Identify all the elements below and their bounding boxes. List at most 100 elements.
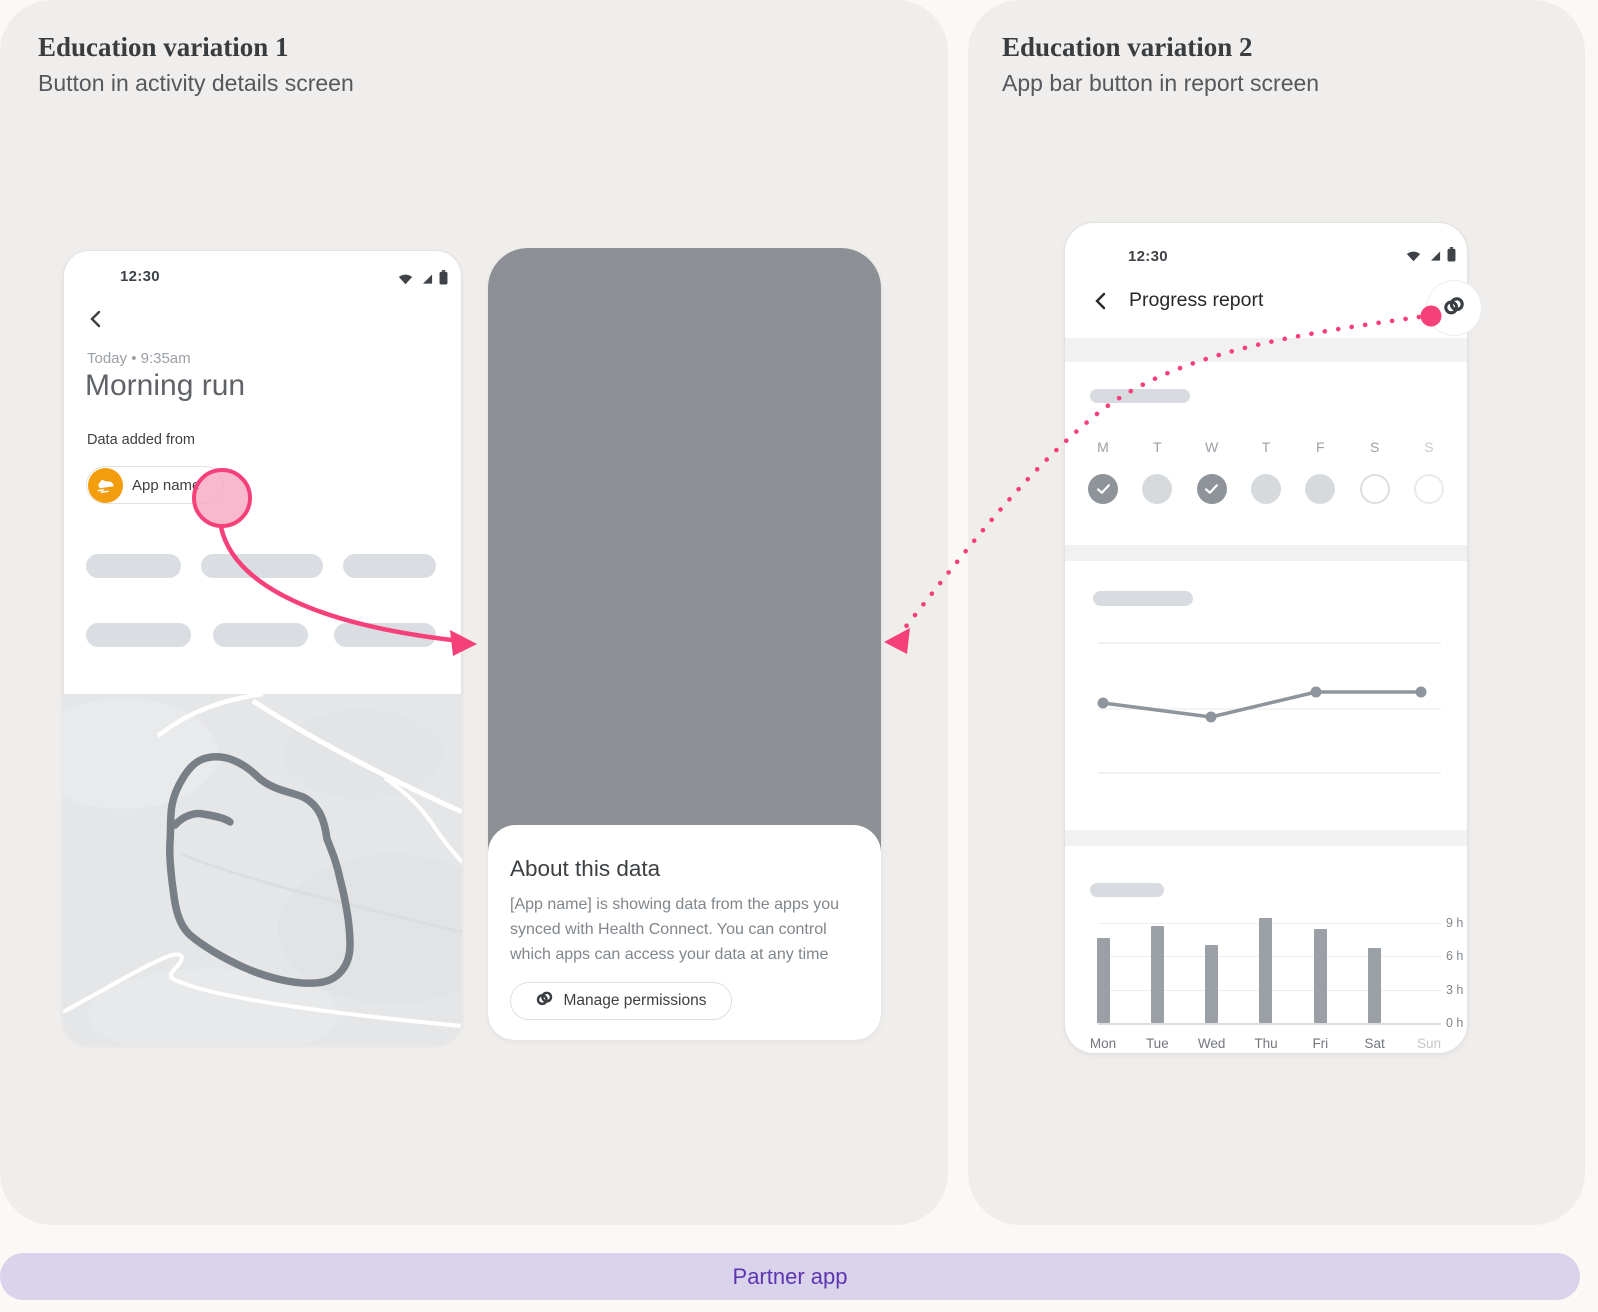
placeholder-heading <box>1093 591 1193 606</box>
data-added-label: Data added from <box>87 432 196 448</box>
day-letter: T <box>1153 439 1162 455</box>
running-shoe-icon <box>88 467 123 503</box>
panel-1-title: Education variation 1 <box>38 32 289 62</box>
app-bar-title: Progress report <box>1129 289 1264 311</box>
week-circles-row <box>1083 474 1449 504</box>
day-status-filled <box>1142 474 1173 504</box>
status-icons <box>1405 247 1456 267</box>
battery-icon <box>439 270 448 290</box>
wifi-icon <box>397 271 414 290</box>
partner-app-label: Partner app <box>732 1263 848 1289</box>
back-chevron-icon <box>1091 292 1111 315</box>
placeholder-heading <box>1090 389 1190 403</box>
map-road <box>156 694 264 738</box>
day-labels-row: Mon Tue Wed Thu Fri Sat Sun <box>1083 1036 1449 1051</box>
back-button[interactable] <box>86 309 106 334</box>
placeholder-stat <box>86 554 181 578</box>
y-tick-label: 6 h <box>1446 949 1464 963</box>
status-time: 12:30 <box>1128 248 1168 265</box>
panel-2-title: Education variation 2 <box>1002 32 1253 62</box>
line-chart-dots <box>1097 686 1427 723</box>
phone-about-sheet: About this data [App name] is showing da… <box>488 248 881 1040</box>
placeholder-heading <box>1090 883 1164 897</box>
status-time: 12:30 <box>120 268 160 285</box>
placeholder-stat <box>343 554 436 578</box>
hours-bar-chart <box>1083 913 1449 1023</box>
line-chart-line <box>1101 690 1423 719</box>
panel-education-2: Education variation 2 App bar button in … <box>968 0 1585 1225</box>
bar-thu <box>1259 917 1273 1023</box>
bar-mon <box>1096 937 1110 1023</box>
panel-2-subtitle: App bar button in report screen <box>1002 70 1320 96</box>
health-connect-app-bar-button[interactable] <box>1426 280 1482 336</box>
day-letter: W <box>1205 439 1219 455</box>
day-label: Mon <box>1089 1036 1117 1051</box>
axis-0h <box>1098 1023 1441 1025</box>
activity-date: Today • 9:35am <box>87 350 191 367</box>
app-source-chip[interactable]: App name <box>86 466 224 504</box>
day-label: Wed <box>1197 1036 1226 1051</box>
day-label: Sat <box>1364 1036 1385 1051</box>
day-letter: S <box>1424 439 1434 455</box>
day-status-future <box>1359 474 1390 504</box>
trend-line-chart <box>1097 642 1441 774</box>
back-button[interactable] <box>1091 291 1111 316</box>
phone-progress-report: 12:30 Progress report <box>1064 222 1482 1054</box>
cellular-icon <box>419 271 434 290</box>
gps-route-hook <box>171 809 234 829</box>
day-status-checked <box>1088 474 1118 504</box>
bar-fri <box>1313 928 1327 1023</box>
sheet-title: About this data <box>510 856 661 881</box>
day-letter: S <box>1369 439 1380 455</box>
status-icons <box>397 270 448 290</box>
map-road <box>251 698 462 815</box>
y-tick-label: 9 h <box>1446 916 1464 930</box>
panel-1-subtitle: Button in activity details screen <box>38 70 354 96</box>
sheet-body: [App name] is showing data from the apps… <box>510 896 840 963</box>
about-data-sheet: About this data [App name] is showing da… <box>488 825 881 1040</box>
cellular-icon <box>1427 248 1442 267</box>
app-chip-label: App name <box>132 476 201 494</box>
bar-tue <box>1150 926 1164 1023</box>
checkmark-icon <box>1205 484 1219 494</box>
gps-route-path <box>166 752 354 987</box>
placeholder-stat <box>334 623 436 647</box>
day-letter: M <box>1097 439 1109 455</box>
bar-sat <box>1368 947 1382 1023</box>
day-status-filled <box>1250 474 1281 504</box>
map-road <box>383 776 462 864</box>
day-status-future <box>1413 474 1444 504</box>
manage-permissions-button[interactable]: Manage permissions <box>510 982 732 1020</box>
panel-education-1: Education variation 1 Button in activity… <box>0 0 948 1225</box>
section-divider <box>1065 545 1467 561</box>
health-connect-icon <box>535 989 554 1013</box>
placeholder-stat <box>213 623 308 647</box>
health-connect-icon <box>1442 294 1466 323</box>
day-label: Tue <box>1145 1036 1169 1051</box>
day-letter: F <box>1316 439 1325 455</box>
placeholder-stat <box>201 554 323 578</box>
activity-title: Morning run <box>85 369 246 402</box>
panel-1-heading: Education variation 1 Button in activity… <box>38 32 354 97</box>
back-chevron-icon <box>86 310 106 333</box>
day-label: Fri <box>1312 1036 1329 1051</box>
day-label: Sun <box>1416 1036 1441 1051</box>
section-divider <box>1065 830 1467 846</box>
day-status-filled <box>1305 474 1336 504</box>
week-letters-row: M T W T F S S <box>1083 439 1449 455</box>
day-label: Thu <box>1254 1036 1278 1051</box>
map-trail <box>180 852 462 934</box>
day-letter: T <box>1261 439 1271 455</box>
route-map <box>63 694 462 1044</box>
y-tick-label: 3 h <box>1446 983 1464 997</box>
partner-app-bar: Partner app <box>0 1253 1580 1300</box>
placeholder-stat <box>86 623 191 647</box>
wifi-icon <box>1405 248 1422 267</box>
manage-permissions-label: Manage permissions <box>563 992 707 1009</box>
section-divider <box>1065 338 1467 362</box>
map-road <box>63 952 462 1028</box>
checkmark-icon <box>1096 484 1110 494</box>
phone-activity-details: 12:30 Today • 9:35am Morning run Data ad… <box>63 250 462 1044</box>
battery-icon <box>1447 247 1456 267</box>
